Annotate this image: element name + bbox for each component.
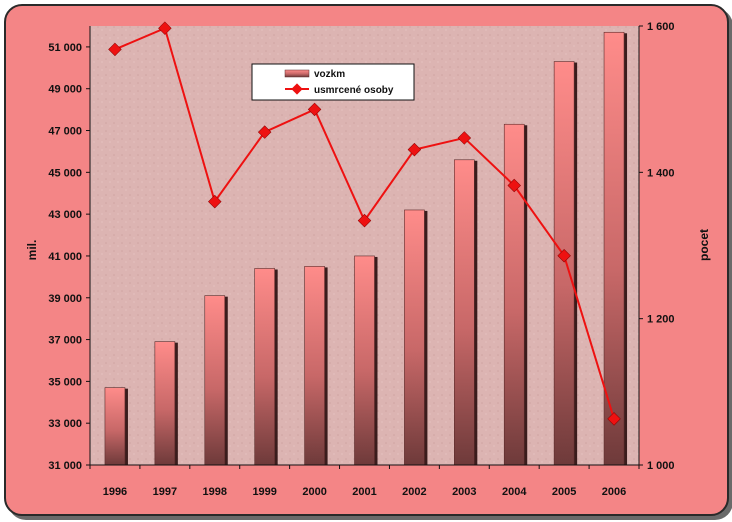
line-point — [357, 213, 372, 228]
left-tick-label: 33 000 — [48, 418, 82, 430]
bar — [154, 341, 176, 466]
x-tick-label: 2005 — [552, 486, 576, 498]
x-tick-label: 2006 — [602, 486, 626, 498]
legend-box — [251, 63, 415, 101]
line-point — [158, 21, 172, 35]
right-tick-label: 1 600 — [647, 21, 675, 33]
line-point — [557, 249, 571, 263]
left-axis-label: mil. — [25, 240, 39, 261]
legend: vozkm usmrcené osoby — [251, 63, 415, 101]
x-tick-label: 1999 — [252, 486, 276, 498]
left-tick-label: 37 000 — [48, 335, 82, 347]
bar — [553, 61, 575, 466]
x-tick-label: 2001 — [352, 486, 376, 498]
left-tick-label: 31 000 — [48, 460, 82, 472]
legend-swatch-bars — [284, 69, 310, 78]
x-tick-label: 2002 — [402, 486, 426, 498]
left-tick-label: 43 000 — [48, 209, 82, 221]
bar — [354, 255, 375, 466]
x-tick-label: 1996 — [103, 486, 127, 498]
x-tick-label: 2000 — [302, 486, 326, 498]
left-tick-label: 47 000 — [48, 126, 82, 138]
bar — [104, 387, 126, 466]
left-tick-label: 49 000 — [48, 84, 82, 96]
line-point — [607, 412, 621, 426]
line-point — [108, 42, 122, 57]
x-tick-label: 2004 — [502, 486, 527, 498]
x-tick-label: 2003 — [452, 486, 476, 498]
legend-label-line: usmrcené osoby — [314, 85, 394, 96]
left-tick-label: 35 000 — [48, 376, 82, 388]
line-point — [457, 131, 472, 145]
x-tick-label: 1997 — [153, 486, 177, 498]
left-tick-label: 45 000 — [48, 167, 82, 179]
left-tick-label: 41 000 — [48, 251, 82, 263]
line-point — [307, 102, 322, 117]
x-tick-label: 1998 — [203, 486, 227, 498]
line-point — [507, 178, 521, 193]
right-tick-label: 1 000 — [647, 460, 675, 472]
legend-label-bars: vozkm — [314, 69, 345, 80]
right-axis-label: pocet — [697, 229, 711, 261]
left-tick-label: 39 000 — [48, 293, 82, 305]
bar — [603, 31, 625, 466]
line-point — [407, 142, 422, 157]
bar — [254, 268, 275, 466]
line-point — [257, 125, 272, 139]
left-tick-label: 51 000 — [48, 42, 82, 54]
line-point — [208, 194, 222, 209]
bar — [404, 209, 425, 466]
right-tick-label: 1 400 — [647, 167, 675, 179]
bar — [503, 123, 525, 466]
right-tick-label: 1 200 — [647, 314, 675, 326]
bar — [454, 159, 475, 466]
bar — [204, 295, 226, 466]
bar — [304, 266, 325, 466]
